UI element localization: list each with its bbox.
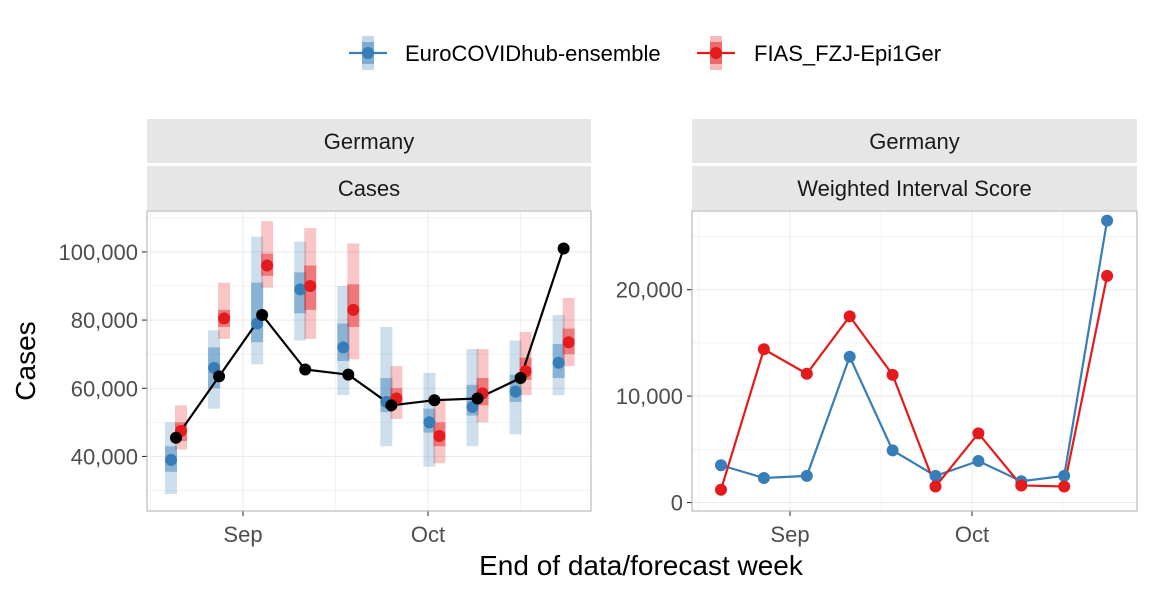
legend-label: EuroCOVIDhub-ensemble (405, 41, 661, 66)
strip-target-label: Cases (338, 176, 400, 201)
interval-90-band (347, 243, 360, 360)
y-tick-label: 60,000 (71, 376, 138, 401)
interval-90-band (380, 326, 393, 447)
strip-country-bg (692, 119, 1137, 163)
median-point (218, 312, 231, 325)
score-point (715, 459, 727, 472)
legend-item-1: FIAS_FZJ-Epi1Ger (697, 36, 941, 70)
score-point (843, 350, 856, 363)
strip-target-bg (147, 166, 591, 210)
observed-point (557, 242, 570, 255)
x-tick-label: Oct (955, 522, 989, 547)
strip-target-bg (692, 166, 1137, 210)
gridlines (692, 211, 1137, 511)
median-point (337, 341, 350, 354)
median-point (552, 356, 565, 369)
observed-point (514, 372, 527, 385)
y-tick-label: 0 (671, 490, 683, 515)
score-point (972, 455, 985, 467)
median-point (423, 416, 436, 429)
observed-point (170, 431, 182, 444)
score-point (757, 472, 770, 485)
x-tick-label: Sep (223, 522, 262, 547)
score-point (929, 480, 942, 493)
legend: EuroCOVIDhub-ensemble FIAS_FZJ-Epi1Ger (349, 36, 941, 70)
data-layer (715, 214, 1114, 496)
median-point (433, 430, 446, 442)
strip-country-bg (147, 119, 591, 163)
observed-point (213, 370, 226, 383)
score-point (886, 368, 899, 381)
y-tick-label: 20,000 (616, 278, 683, 303)
x-axis: Sep Oct (770, 511, 989, 547)
y-axis-title: Cases (10, 321, 41, 400)
score-point (843, 310, 856, 323)
observed-point (471, 392, 484, 405)
y-axis: 40,000 60,000 80,000 100,000 (58, 240, 147, 469)
observed-point (342, 368, 355, 381)
score-point (1015, 479, 1028, 492)
median-point (509, 385, 522, 398)
observed-point (385, 399, 398, 412)
x-tick-label: Sep (770, 522, 809, 547)
plot-border (146, 210, 592, 512)
plot-background (147, 211, 591, 511)
score-line-0 (720, 220, 1109, 483)
score-point (1101, 214, 1114, 227)
median-point (165, 453, 177, 466)
score-point (1058, 469, 1071, 482)
y-tick-label: 100,000 (58, 240, 138, 265)
plot-background (692, 211, 1137, 511)
median-point (347, 303, 360, 316)
score-point (972, 427, 985, 440)
x-tick-label: Oct (411, 522, 445, 547)
interval-90-band (337, 286, 350, 396)
score-point (800, 367, 813, 380)
score-points-1 (715, 269, 1114, 496)
observed-points (170, 242, 570, 444)
legend-key-point (710, 47, 722, 59)
y-tick-label: 40,000 (71, 444, 138, 469)
score-point (757, 343, 770, 356)
score-point (886, 444, 899, 457)
strip-country-label: Germany (869, 129, 959, 154)
score-point (1058, 480, 1071, 493)
plot-border (691, 210, 1138, 512)
y-tick-label: 80,000 (71, 308, 138, 333)
x-axis: Sep Oct (223, 511, 445, 547)
score-point (1101, 269, 1114, 282)
legend-key-point (362, 47, 374, 59)
score-line-1 (719, 275, 1109, 491)
score-point (715, 483, 727, 496)
observed-line (175, 248, 565, 439)
score-points-0 (715, 214, 1114, 488)
observed-point (256, 308, 269, 321)
median-point (261, 259, 274, 272)
wis-panel: Germany Weighted Interval Score 0 10,000 20,… (616, 119, 1138, 547)
y-axis: 0 10,000 20,000 (616, 278, 692, 515)
legend-item-0: EuroCOVIDhub-ensemble (349, 36, 661, 70)
score-point (800, 469, 813, 482)
interval-90-band (552, 314, 565, 396)
interval-90-band (218, 282, 231, 339)
score-point (929, 469, 942, 482)
cases-panel: Germany Cases 40,000 60,000 80,000 100,000 Sep… (58, 119, 592, 547)
strip-target-label: Weighted Interval Score (797, 176, 1031, 201)
strip-country-label: Germany (324, 129, 414, 154)
legend-label: FIAS_FZJ-Epi1Ger (754, 41, 941, 66)
interval-90-band (562, 297, 575, 367)
interval-90-band (261, 221, 274, 288)
x-axis-title: End of data/forecast week (479, 550, 804, 581)
observed-point (428, 394, 441, 407)
y-tick-label: 10,000 (616, 384, 683, 409)
interval-90-band (251, 236, 264, 365)
median-point (294, 283, 307, 296)
median-point (562, 336, 575, 349)
observed-point (299, 363, 312, 376)
data-layer (165, 221, 575, 494)
median-point (304, 280, 317, 292)
